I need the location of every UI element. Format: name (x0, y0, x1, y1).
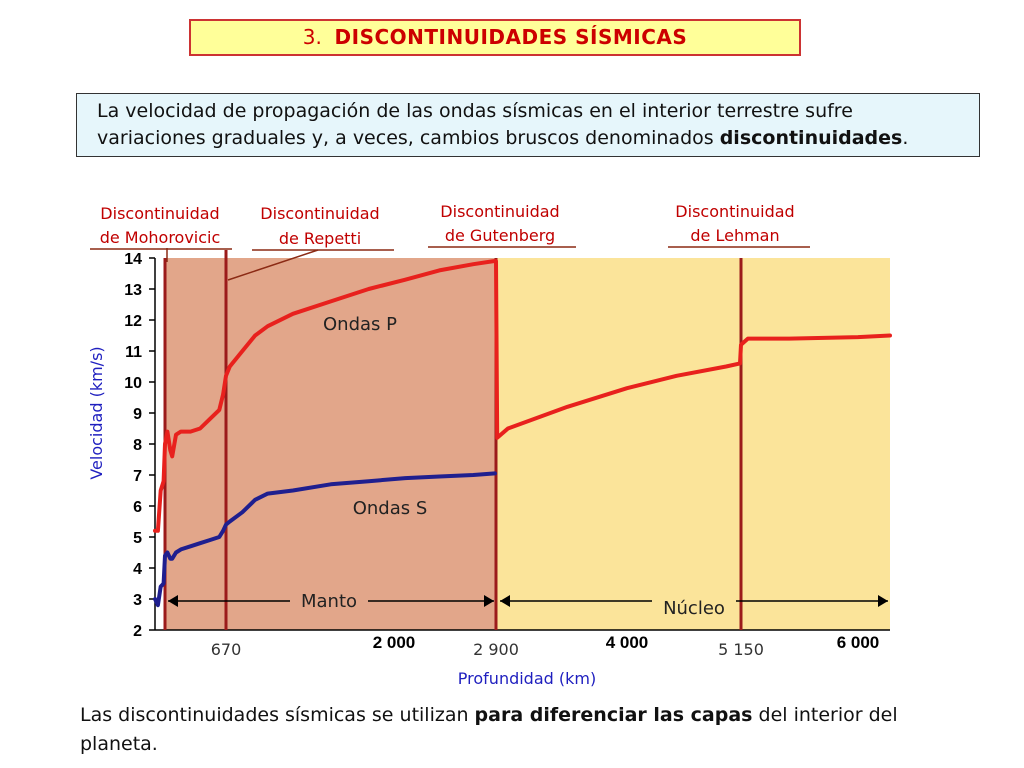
x-tick-label: 4 000 (606, 633, 649, 652)
arrow-head-left (500, 595, 510, 607)
plot-annotation: Ondas P (323, 314, 397, 335)
intro-text-box: La velocidad de propagación de las ondas… (76, 93, 980, 157)
y-tick-label: 8 (133, 437, 142, 454)
y-tick-label: 7 (133, 468, 142, 485)
y-tick-label: 9 (133, 406, 142, 423)
intro-bold-term: discontinuidades (719, 127, 903, 149)
x-tick-label: 2 900 (473, 640, 519, 659)
discontinuity-label: Discontinuidad (260, 204, 379, 223)
x-tick-label: 5 150 (718, 640, 764, 659)
x-tick-label: 670 (211, 640, 242, 659)
y-tick-label: 13 (124, 282, 142, 299)
title-number: 3. (302, 25, 322, 49)
discontinuity-label: de Mohorovicic (100, 228, 221, 247)
x-axis-title: Profundidad (km) (458, 669, 596, 688)
y-tick-label: 2 (133, 623, 142, 640)
series-line-p-waves (153, 259, 892, 533)
intro-end: . (902, 127, 909, 149)
arrow-head-left (168, 595, 178, 607)
seismic-velocity-chart: 2 3 4 5 6 7 8 9 10 11 12 13 14 670 2 000 2 900 4 000 5 15… (87, 202, 892, 688)
y-tick-label: 4 (133, 561, 142, 578)
x-tick-label: 2 000 (373, 633, 416, 652)
footer-text-start: Las discontinuidades sísmicas se utiliza… (80, 704, 475, 726)
title-text: DISCONTINUIDADES SÍSMICAS (334, 25, 688, 49)
plot-annotation: Núcleo (663, 598, 725, 619)
y-tick-label: 14 (124, 251, 142, 268)
slide-title: 3. DISCONTINUIDADES SÍSMICAS (189, 19, 801, 56)
footer-bold-text: para diferenciar las capas (474, 704, 753, 726)
y-axis-title: Velocidad (km/s) (87, 346, 106, 479)
footer-text: Las discontinuidades sísmicas se utiliza… (80, 701, 980, 759)
intro-text: La velocidad de propagación de las ondas… (97, 100, 853, 149)
plot-annotation: Manto (301, 591, 357, 612)
x-tick-label: 6 000 (837, 633, 880, 652)
discontinuity-label: de Repetti (279, 229, 361, 248)
y-tick-label: 5 (133, 530, 142, 547)
y-tick-label: 11 (125, 344, 142, 361)
y-tick-label: 12 (124, 313, 142, 330)
core-region (496, 258, 890, 630)
plot-annotation: Ondas S (353, 498, 428, 519)
mantle-region (165, 258, 496, 630)
discontinuity-label: Discontinuidad (675, 202, 794, 221)
discontinuity-label: Discontinuidad (440, 202, 559, 221)
discontinuity-label: de Lehman (690, 226, 779, 245)
y-tick-label: 6 (133, 499, 142, 516)
footer-text-end: del interior del planeta. (80, 704, 898, 755)
y-tick-label: 3 (133, 592, 142, 609)
arrow-head-right (484, 595, 494, 607)
y-tick-label: 10 (124, 375, 142, 392)
series-line-s-waves (153, 471, 497, 608)
discontinuity-label: de Gutenberg (445, 226, 555, 245)
arrow-head-right (878, 595, 888, 607)
repetti-pointer-line (227, 249, 319, 281)
discontinuity-label: Discontinuidad (100, 204, 219, 223)
